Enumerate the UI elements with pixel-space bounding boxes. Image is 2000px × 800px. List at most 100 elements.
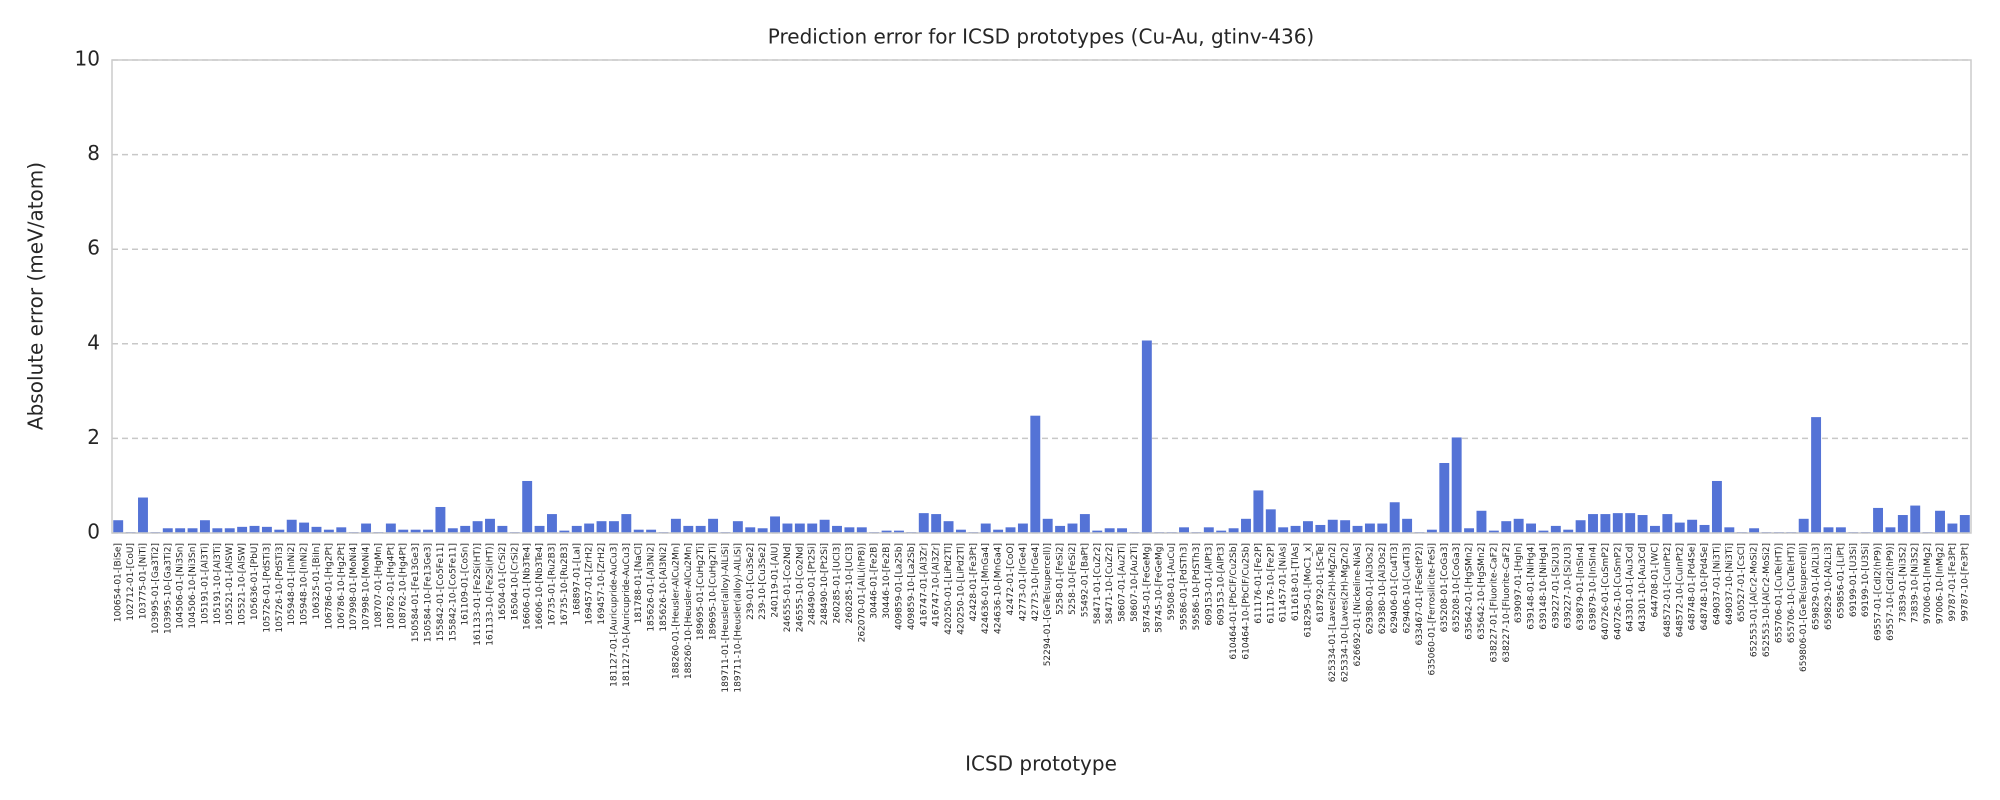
- bar: [559, 530, 570, 533]
- x-tick-label: 618295-01-[MoC1_x]: [1303, 543, 1313, 637]
- x-tick-label: 105191-01-[Al3Ti]: [200, 543, 210, 624]
- bar: [1513, 518, 1524, 533]
- bar: [1550, 525, 1561, 533]
- x-tick-label: 246555-01-[Co2Nd]: [783, 543, 793, 632]
- bar: [1563, 529, 1574, 533]
- x-tick-label: 185626-01-[Al3Ni2]: [647, 543, 657, 632]
- y-axis-label: Absolute error (meV/atom): [24, 162, 48, 430]
- bar: [596, 521, 607, 533]
- y-tick-label: 8: [87, 141, 100, 165]
- bar: [1464, 528, 1475, 533]
- x-tick-label: 409859-01-[La2Sb]: [894, 543, 904, 630]
- x-tick-label: 107998-01-[MoNi4]: [349, 543, 359, 631]
- bar: [757, 528, 768, 533]
- x-tick-label: 188260-01-[Heusler-AlCu2Mn]: [671, 543, 681, 679]
- x-tick-label: 16606-10-[Nb3Te4]: [535, 543, 545, 630]
- bar: [522, 480, 533, 533]
- x-tick-label: 659829-01-[Al2Li3]: [1812, 543, 1822, 630]
- x-tick-label: 69557-01-[CdI2(hP9)]: [1874, 543, 1884, 641]
- bar: [1662, 514, 1673, 533]
- x-tick-label: 424636-01-[MnGa4]: [981, 543, 991, 634]
- bar: [1079, 514, 1090, 533]
- x-tick-label: 655706-10-[CuTe(HT)]: [1787, 543, 1797, 643]
- bar: [1067, 523, 1078, 533]
- x-tick-label: 185626-10-[Al3Ni2]: [659, 543, 669, 632]
- x-tick-label: 659829-10-[Al2Li3]: [1824, 543, 1834, 630]
- bar: [1811, 417, 1822, 533]
- bar: [1873, 507, 1884, 533]
- bar: [249, 525, 260, 533]
- bar: [323, 529, 334, 533]
- bar: [1117, 528, 1128, 533]
- bar: [782, 523, 793, 533]
- bar: [1265, 509, 1276, 533]
- bar: [621, 514, 632, 533]
- bar: [1526, 523, 1536, 533]
- x-tick-label: 16735-01-[Ru2B3]: [547, 543, 557, 626]
- bar: [447, 528, 458, 533]
- x-tick-label: 150584-10-[Fe13Ge3]: [424, 543, 434, 642]
- x-tick-label: 188260-10-[Heusler-AlCu2Mn]: [684, 543, 694, 679]
- x-tick-label: 58745-01-[FeGeMg]: [1142, 543, 1152, 633]
- x-tick-label: 626692-01-[Nickeline-NiAs]: [1353, 543, 1363, 667]
- x-tick-label: 189711-01-[Heusler(alloy)-AlLiSi]: [721, 543, 731, 693]
- bar: [1637, 515, 1648, 533]
- bar: [1278, 527, 1289, 533]
- bar: [534, 525, 545, 533]
- x-tick-label: 611176-10-[Fe2P]: [1266, 543, 1276, 624]
- y-tick-label: 0: [87, 520, 100, 544]
- x-tick-label: 161133-01-[Fe2Si(HT)]: [473, 543, 483, 646]
- x-tick-label: 639227-01-[Si2U3]: [1551, 543, 1561, 629]
- x-tick-label: 100654-01-[BiSe]: [114, 543, 124, 622]
- x-tick-label: 629406-10-[Cu4Ti3]: [1403, 543, 1413, 634]
- x-tick-label: 639148-01-[NiHg4]: [1527, 543, 1537, 630]
- x-tick-label: 59508-01-[AuCu]: [1167, 543, 1177, 620]
- bar: [980, 523, 991, 533]
- x-tick-label: 652553-10-[AlCr2-MoSi2]: [1762, 543, 1772, 657]
- bar: [1501, 521, 1512, 533]
- x-tick-label: 262070-01-[AlLi(hP8)]: [857, 543, 867, 642]
- x-tick-label: 640726-10-[CuSmP2]: [1613, 543, 1623, 640]
- x-tick-label: 105636-01-[PbU]: [250, 543, 260, 620]
- x-tick-label: 106325-01-[BiIn]: [312, 543, 322, 619]
- bar: [732, 521, 743, 533]
- x-tick-label: 633467-01-[FeSe(tP2)]: [1415, 543, 1425, 646]
- x-tick-label: 639148-10-[NiHg4]: [1539, 543, 1549, 630]
- x-tick-label: 644708-01-[WC]: [1650, 543, 1660, 618]
- x-tick-label: 611618-01-[TlAs]: [1291, 543, 1301, 621]
- x-tick-label: 169457-01-[ZrH2]: [585, 543, 595, 625]
- bar: [1290, 525, 1301, 533]
- bar: [1674, 522, 1685, 533]
- x-tick-label: 416747-01-[Al3Zr]: [919, 543, 929, 627]
- x-tick-label: 652553-01-[AlCr2-MoSi2]: [1750, 543, 1760, 657]
- bar: [1588, 514, 1598, 533]
- x-tick-label: 639097-01-[HgIn]: [1514, 543, 1524, 623]
- bar: [894, 530, 904, 533]
- x-tick-label: 635642-10-[HgSMn2]: [1477, 543, 1487, 640]
- bar: [410, 529, 421, 533]
- x-tick-label: 635642-01-[HgSMn2]: [1465, 543, 1475, 640]
- x-tick-label: 58471-01-[CuZr2]: [1093, 543, 1103, 624]
- bar: [1364, 523, 1375, 533]
- bar: [199, 520, 210, 533]
- bar: [1885, 527, 1896, 533]
- bar: [423, 529, 433, 533]
- bar: [633, 529, 644, 533]
- x-tick-label: 625334-10-[Laves(2H)-MgZn2]: [1341, 543, 1351, 682]
- x-tick-label: 30446-10-[Fe2B]: [882, 543, 892, 619]
- x-tick-label: 161109-01-[CoSn]: [461, 543, 471, 626]
- bar: [1451, 437, 1462, 533]
- x-tick-label: 69199-10-[U3Si]: [1861, 543, 1871, 617]
- x-tick-label: 59586-01-[PdSTh3]: [1180, 543, 1190, 630]
- bar: [1389, 502, 1400, 533]
- plot-frame: [111, 59, 1972, 534]
- bar: [547, 514, 557, 533]
- x-tick-label: 409859-10-[La2Sb]: [907, 543, 917, 630]
- bar: [1612, 513, 1623, 533]
- bar: [1253, 490, 1264, 533]
- bar: [646, 529, 657, 533]
- x-tick-label: 103995-10-[Ga3Ti2]: [163, 543, 173, 634]
- bar: [299, 522, 310, 533]
- x-tick-label: 55492-01-[BaPt]: [1080, 543, 1090, 617]
- bar: [187, 528, 198, 533]
